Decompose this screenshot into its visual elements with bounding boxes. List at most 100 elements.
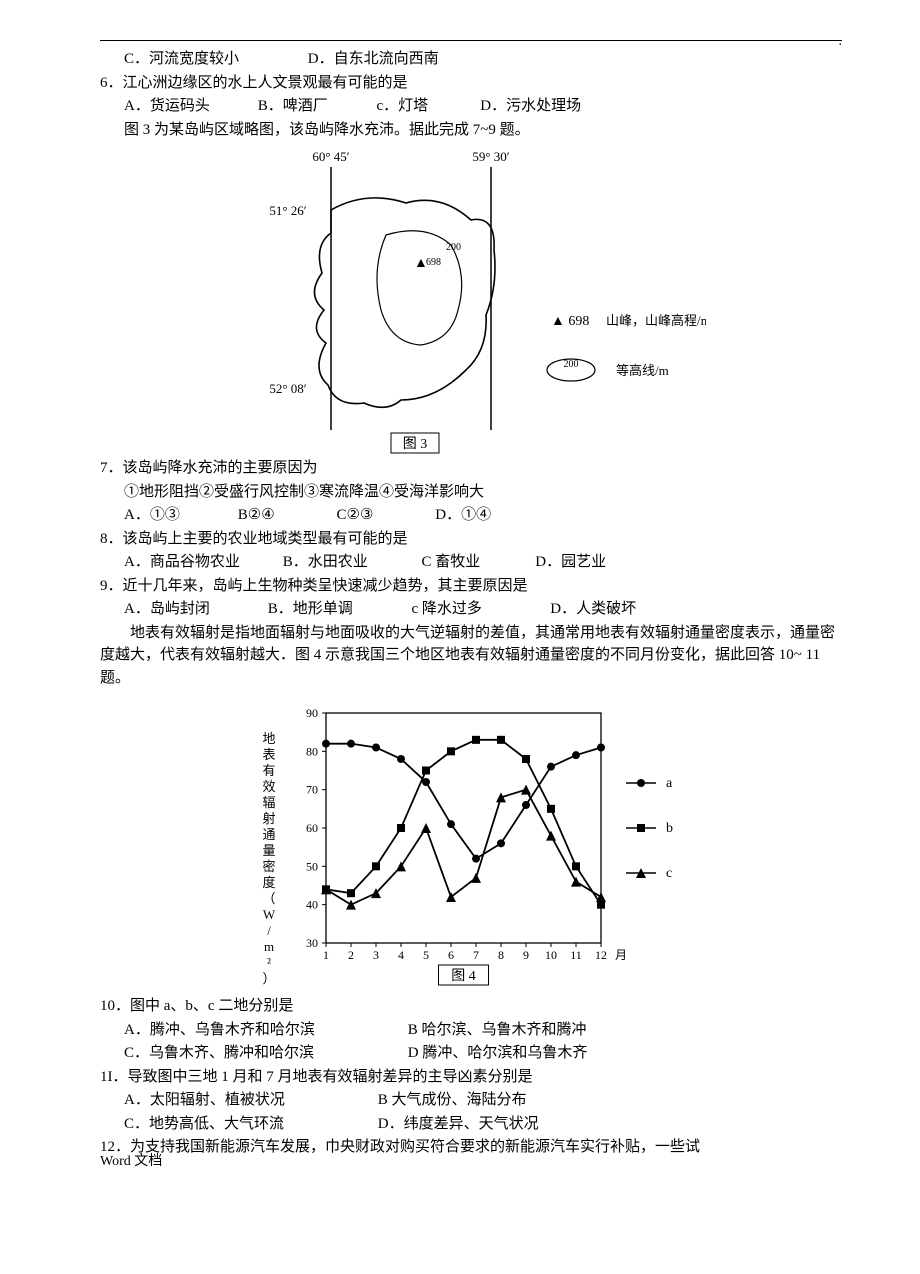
- svg-text:8: 8: [498, 948, 504, 962]
- q10-a: A．腾冲、乌鲁木齐和哈尔滨: [124, 1019, 404, 1042]
- q8-b: B．水田农业: [283, 551, 418, 574]
- q10-b: B 哈尔滨、乌鲁木齐和腾冲: [408, 1019, 587, 1042]
- svg-text:有: 有: [262, 763, 275, 778]
- svg-text:辐: 辐: [262, 795, 275, 810]
- svg-text:51° 26′: 51° 26′: [269, 203, 306, 218]
- q9-stem: 9．近十几年来，岛屿上生物种类呈快速减少趋势，其主要原因是: [100, 575, 842, 598]
- q6-options: A．货运码头 B．啤酒厂 c．灯塔 D．污水处理场: [100, 95, 842, 118]
- svg-text:b: b: [666, 821, 673, 836]
- q6-a: A．货运码头: [124, 95, 254, 118]
- svg-text:60° 45′: 60° 45′: [312, 149, 349, 164]
- svg-text:9: 9: [523, 948, 529, 962]
- svg-text:月: 月: [615, 948, 627, 962]
- q7-b: B②④: [238, 504, 333, 527]
- svg-text:▲ 698: ▲ 698: [551, 314, 589, 329]
- svg-text:（: （: [262, 891, 275, 906]
- svg-text:200: 200: [564, 359, 579, 370]
- q9-b: B．地形单调: [268, 598, 408, 621]
- q8-stem: 8．该岛屿上主要的农业地域类型最有可能的是: [100, 528, 842, 551]
- svg-text:1: 1: [323, 948, 329, 962]
- svg-text:等高线/m: 等高线/m: [616, 363, 669, 378]
- q7-c: C②③: [337, 504, 432, 527]
- svg-text:）: ）: [262, 971, 275, 986]
- svg-text:5: 5: [423, 948, 429, 962]
- fig3-intro: 图 3 为某岛屿区域略图，该岛屿降水充沛。据此完成 7~9 题。: [100, 119, 842, 142]
- svg-text:c: c: [666, 866, 672, 881]
- svg-text:W: W: [263, 907, 276, 922]
- svg-text:2: 2: [348, 948, 354, 962]
- svg-text:70: 70: [306, 783, 318, 797]
- svg-text:7: 7: [473, 948, 479, 962]
- svg-text:11: 11: [570, 948, 582, 962]
- q7-a: A．①③: [124, 504, 234, 527]
- svg-text:/: /: [267, 923, 271, 938]
- figure-4: 30405060708090123456789101112月地表有效辐射通量密度…: [100, 693, 842, 993]
- q9-d: D．人类破坏: [550, 598, 636, 621]
- q6-b: B．啤酒厂: [258, 95, 373, 118]
- svg-text:图 4: 图 4: [451, 969, 476, 984]
- svg-text:通: 通: [262, 827, 275, 842]
- svg-text:80: 80: [306, 744, 318, 758]
- q5-c: C．河流宽度较小: [124, 48, 304, 71]
- q6-d: D．污水处理场: [480, 95, 581, 118]
- q7-d: D．①④: [435, 504, 491, 527]
- svg-text:6: 6: [448, 948, 454, 962]
- q11-options-row1: A．太阳辐射、植被状况 B 大气成份、海陆分布: [100, 1089, 842, 1112]
- q9-options: A．岛屿封闭 B．地形单调 c 降水过多 D．人类破坏: [100, 598, 842, 621]
- svg-text:地: 地: [262, 731, 275, 746]
- fig4-intro: 地表有效辐射是指地面辐射与地面吸收的大气逆辐射的差值，其通常用地表有效辐射通量密…: [100, 622, 842, 690]
- q11-stem: 1I．导致图中三地 1 月和 7 月地表有效辐射差异的主导凶素分别是: [100, 1066, 842, 1089]
- svg-text:²: ²: [267, 955, 271, 970]
- q11-b: B 大气成份、海陆分布: [378, 1089, 527, 1112]
- svg-text:量: 量: [262, 843, 275, 858]
- header-dot: .: [100, 37, 842, 47]
- q8-d: D．园艺业: [535, 551, 606, 574]
- q8-c: C 畜牧业: [422, 551, 532, 574]
- svg-text:山峰，山峰高程/m: 山峰，山峰高程/m: [606, 313, 706, 328]
- q7-stem: 7．该岛屿降水充沛的主要原因为: [100, 457, 842, 480]
- q10-options-row2: C．乌鲁木齐、腾冲和哈尔滨 D 腾冲、哈尔滨和乌鲁木齐: [100, 1042, 842, 1065]
- svg-text:59° 30′: 59° 30′: [472, 149, 509, 164]
- svg-text:m: m: [264, 939, 274, 954]
- q7-sub: ①地形阻挡②受盛行风控制③寒流降温④受海洋影响大: [100, 481, 842, 504]
- q10-stem: 10．图中 a、b、c 二地分别是: [100, 995, 842, 1018]
- svg-text:度: 度: [262, 875, 275, 890]
- q11-d: D．纬度差异、天气状况: [378, 1113, 539, 1136]
- q11-options-row2: C．地势高低、大气环流 D．纬度差异、天气状况: [100, 1113, 842, 1136]
- q6-stem: 6．江心洲边缘区的水上人文景观最有可能的是: [100, 72, 842, 95]
- q10-c: C．乌鲁木齐、腾冲和哈尔滨: [124, 1042, 404, 1065]
- q5-options-cd: C．河流宽度较小 D．自东北流向西南: [100, 48, 842, 71]
- q5-d: D．自东北流向西南: [308, 48, 439, 71]
- svg-text:30: 30: [306, 936, 318, 950]
- q8-options: A．商品谷物农业 B．水田农业 C 畜牧业 D．园艺业: [100, 551, 842, 574]
- svg-text:200: 200: [446, 242, 461, 253]
- svg-text:a: a: [666, 776, 673, 791]
- svg-text:12: 12: [595, 948, 607, 962]
- svg-text:52° 08′: 52° 08′: [269, 381, 306, 396]
- q12-stem: 12．为支持我国新能源汽车发展，巾央财政对购买符合要求的新能源汽车实行补贴，一些…: [100, 1136, 842, 1159]
- svg-text:50: 50: [306, 859, 318, 873]
- q7-options: A．①③ B②④ C②③ D．①④: [100, 504, 842, 527]
- map-svg: 60° 45′ 59° 30′ 51° 26′ 52° 08′ 200 ▲ 69…: [236, 145, 706, 455]
- svg-text:效: 效: [262, 779, 275, 794]
- chart-svg: 30405060708090123456789101112月地表有效辐射通量密度…: [231, 693, 711, 993]
- svg-text:密: 密: [262, 859, 275, 874]
- q9-c: c 降水过多: [412, 598, 547, 621]
- svg-text:60: 60: [306, 821, 318, 835]
- svg-text:表: 表: [262, 747, 275, 762]
- svg-text:40: 40: [306, 898, 318, 912]
- svg-text:10: 10: [545, 948, 557, 962]
- q10-options-row1: A．腾冲、乌鲁木齐和哈尔滨 B 哈尔滨、乌鲁木齐和腾冲: [100, 1019, 842, 1042]
- svg-text:射: 射: [262, 811, 275, 826]
- q10-d: D 腾冲、哈尔滨和乌鲁木齐: [408, 1042, 588, 1065]
- q11-a: A．太阳辐射、植被状况: [124, 1089, 374, 1112]
- q9-a: A．岛屿封闭: [124, 598, 264, 621]
- svg-text:3: 3: [373, 948, 379, 962]
- svg-text:图 3: 图 3: [403, 437, 428, 452]
- svg-text:698: 698: [426, 257, 441, 268]
- footer-text: Word 文档: [100, 1151, 162, 1172]
- q11-c: C．地势高低、大气环流: [124, 1113, 374, 1136]
- figure-3: 60° 45′ 59° 30′ 51° 26′ 52° 08′ 200 ▲ 69…: [100, 145, 842, 455]
- svg-text:4: 4: [398, 948, 404, 962]
- q8-a: A．商品谷物农业: [124, 551, 279, 574]
